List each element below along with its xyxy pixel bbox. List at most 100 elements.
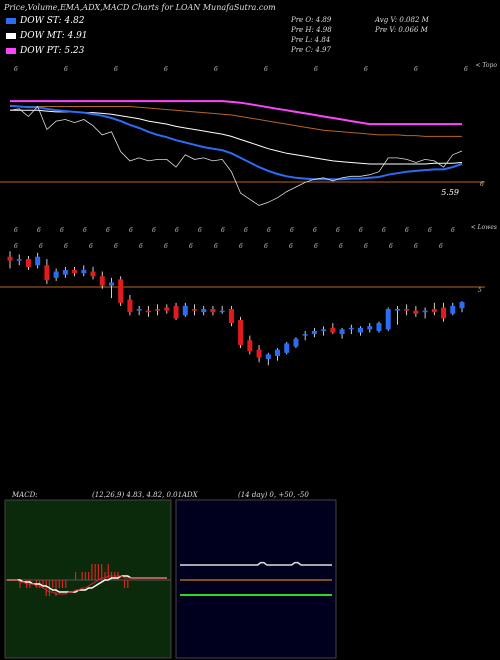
candle-mark-top: 6 xyxy=(164,243,168,250)
ema-mark-bottom: 6 xyxy=(290,227,294,234)
ema-mark-bottom: 6 xyxy=(451,227,455,234)
ema-mark-top: 6 xyxy=(114,66,118,73)
macd-line xyxy=(7,575,167,595)
candle-body-up xyxy=(311,330,317,335)
candle-body-up xyxy=(182,305,188,316)
candle-body-up xyxy=(219,310,225,313)
candle-body-up xyxy=(275,349,281,356)
candle-mark-top: 6 xyxy=(439,243,443,250)
ema-mark-bottom: 6 xyxy=(359,227,363,234)
ema-mark-top: 6 xyxy=(214,66,218,73)
candle-mark-top: 6 xyxy=(39,243,43,250)
ema-mark-top: 6 xyxy=(14,66,18,73)
ema-line-slow xyxy=(10,106,462,137)
candle-body-down xyxy=(413,310,419,314)
candle-body-up xyxy=(376,323,382,331)
legend-label-mt: DOW MT: 4.91 xyxy=(20,31,88,41)
candle-body-up xyxy=(265,354,271,360)
ema-level-tag: 6 xyxy=(480,181,484,188)
candle-body-down xyxy=(210,309,216,313)
candle-body-down xyxy=(145,310,151,313)
ema-mark-bottom: 6 xyxy=(83,227,87,234)
ema-mark-bottom: 6 xyxy=(244,227,248,234)
ema-mark-top: 6 xyxy=(464,66,468,73)
ema-mark-bottom: 6 xyxy=(37,227,41,234)
candle-body-up xyxy=(459,302,465,309)
candle-mark-top: 6 xyxy=(264,243,268,250)
ema-mark-bottom: 6 xyxy=(382,227,386,234)
candle-body-up xyxy=(16,259,22,261)
stat-low: Pre L: 4.84 xyxy=(291,36,331,44)
chart-header: Price,Volume,EMA,ADX,MACD Charts for LOA… xyxy=(4,3,276,12)
candle-body-up xyxy=(302,334,308,336)
candle-mark-top: 6 xyxy=(289,243,293,250)
candle-body-down xyxy=(155,309,161,311)
candle-mark-top: 6 xyxy=(64,243,68,250)
candle-body-up xyxy=(62,270,68,275)
candle-body-down xyxy=(90,271,96,277)
ema-mark-bottom: 6 xyxy=(129,227,133,234)
candle-mark-top: 6 xyxy=(239,243,243,250)
legend-swatch-mt xyxy=(6,32,16,39)
candle-body-down xyxy=(72,270,78,274)
candle-body-up xyxy=(367,326,373,330)
adx-values: (14 day) 0, +50, -50 xyxy=(238,491,309,499)
legend-dow-mt: DOW MT: 4.91 xyxy=(6,31,88,41)
legend-dow-pt: DOW PT: 5.23 xyxy=(6,46,84,56)
candle-body-down xyxy=(44,265,50,281)
candle-mark-top: 6 xyxy=(364,243,368,250)
ema-mark-bottom: 6 xyxy=(405,227,409,234)
candle-body-down xyxy=(25,259,31,267)
macd-label: MACD: xyxy=(12,491,38,499)
candle-body-up xyxy=(422,310,428,313)
candle-body-up xyxy=(321,329,327,331)
ema-mark-bottom: 6 xyxy=(14,227,18,234)
macd-values: (12,26,9) 4.83, 4.82, 0.01 xyxy=(92,491,183,499)
ema-mark-bottom: 6 xyxy=(60,227,64,234)
candle-body-up xyxy=(385,309,391,330)
ema-mark-bottom: 6 xyxy=(198,227,202,234)
candle-mark-top: 6 xyxy=(189,243,193,250)
ema-mark-top: 6 xyxy=(414,66,418,73)
candle-panel-top-label: < Lowes xyxy=(471,224,497,231)
macd-panel-bg xyxy=(4,499,172,659)
ema-mark-top: 6 xyxy=(314,66,318,73)
ema-mark-top: 6 xyxy=(64,66,68,73)
candle-mark-top: 6 xyxy=(339,243,343,250)
candle-body-down xyxy=(164,307,170,311)
candle-mark-top: 6 xyxy=(389,243,393,250)
candle-mark-top: 6 xyxy=(214,243,218,250)
legend-dow-st: DOW ST: 4.82 xyxy=(6,16,85,26)
ema-price-label: 5.59 xyxy=(441,188,459,197)
candle-body-down xyxy=(247,340,253,352)
candle-body-down xyxy=(256,349,262,358)
stat-avg-volume: Avg V: 0.082 M xyxy=(375,16,429,24)
ema-mark-top: 6 xyxy=(264,66,268,73)
candle-body-down xyxy=(330,327,336,333)
candle-body-up xyxy=(35,256,41,266)
stat-open: Pre O: 4.89 xyxy=(291,16,332,24)
candle-body-up xyxy=(108,282,114,286)
candle-mark-top: 6 xyxy=(114,243,118,250)
ema-mark-top: 6 xyxy=(364,66,368,73)
ema-line-close xyxy=(9,105,463,206)
candle-body-up xyxy=(81,270,87,274)
candle-body-up xyxy=(201,309,207,313)
ema-mark-bottom: 6 xyxy=(428,227,432,234)
candle-body-up xyxy=(394,309,400,311)
candle-mark-top: 6 xyxy=(139,243,143,250)
ema-mark-bottom: 6 xyxy=(313,227,317,234)
adx-panel-bg xyxy=(175,499,337,659)
candle-body-down xyxy=(238,320,244,345)
candle-body-down xyxy=(228,309,234,324)
candle-body-up xyxy=(293,338,299,347)
candle-body-down xyxy=(404,309,410,311)
ema-mark-bottom: 6 xyxy=(267,227,271,234)
candle-body-up xyxy=(358,327,364,333)
candle-body-up xyxy=(284,343,290,353)
ema-panel-top-label: < Topo xyxy=(475,62,497,69)
candle-body-down xyxy=(7,256,13,261)
ema-mark-bottom: 6 xyxy=(221,227,225,234)
ema-mark-bottom: 6 xyxy=(175,227,179,234)
legend-label-st: DOW ST: 4.82 xyxy=(20,16,85,26)
